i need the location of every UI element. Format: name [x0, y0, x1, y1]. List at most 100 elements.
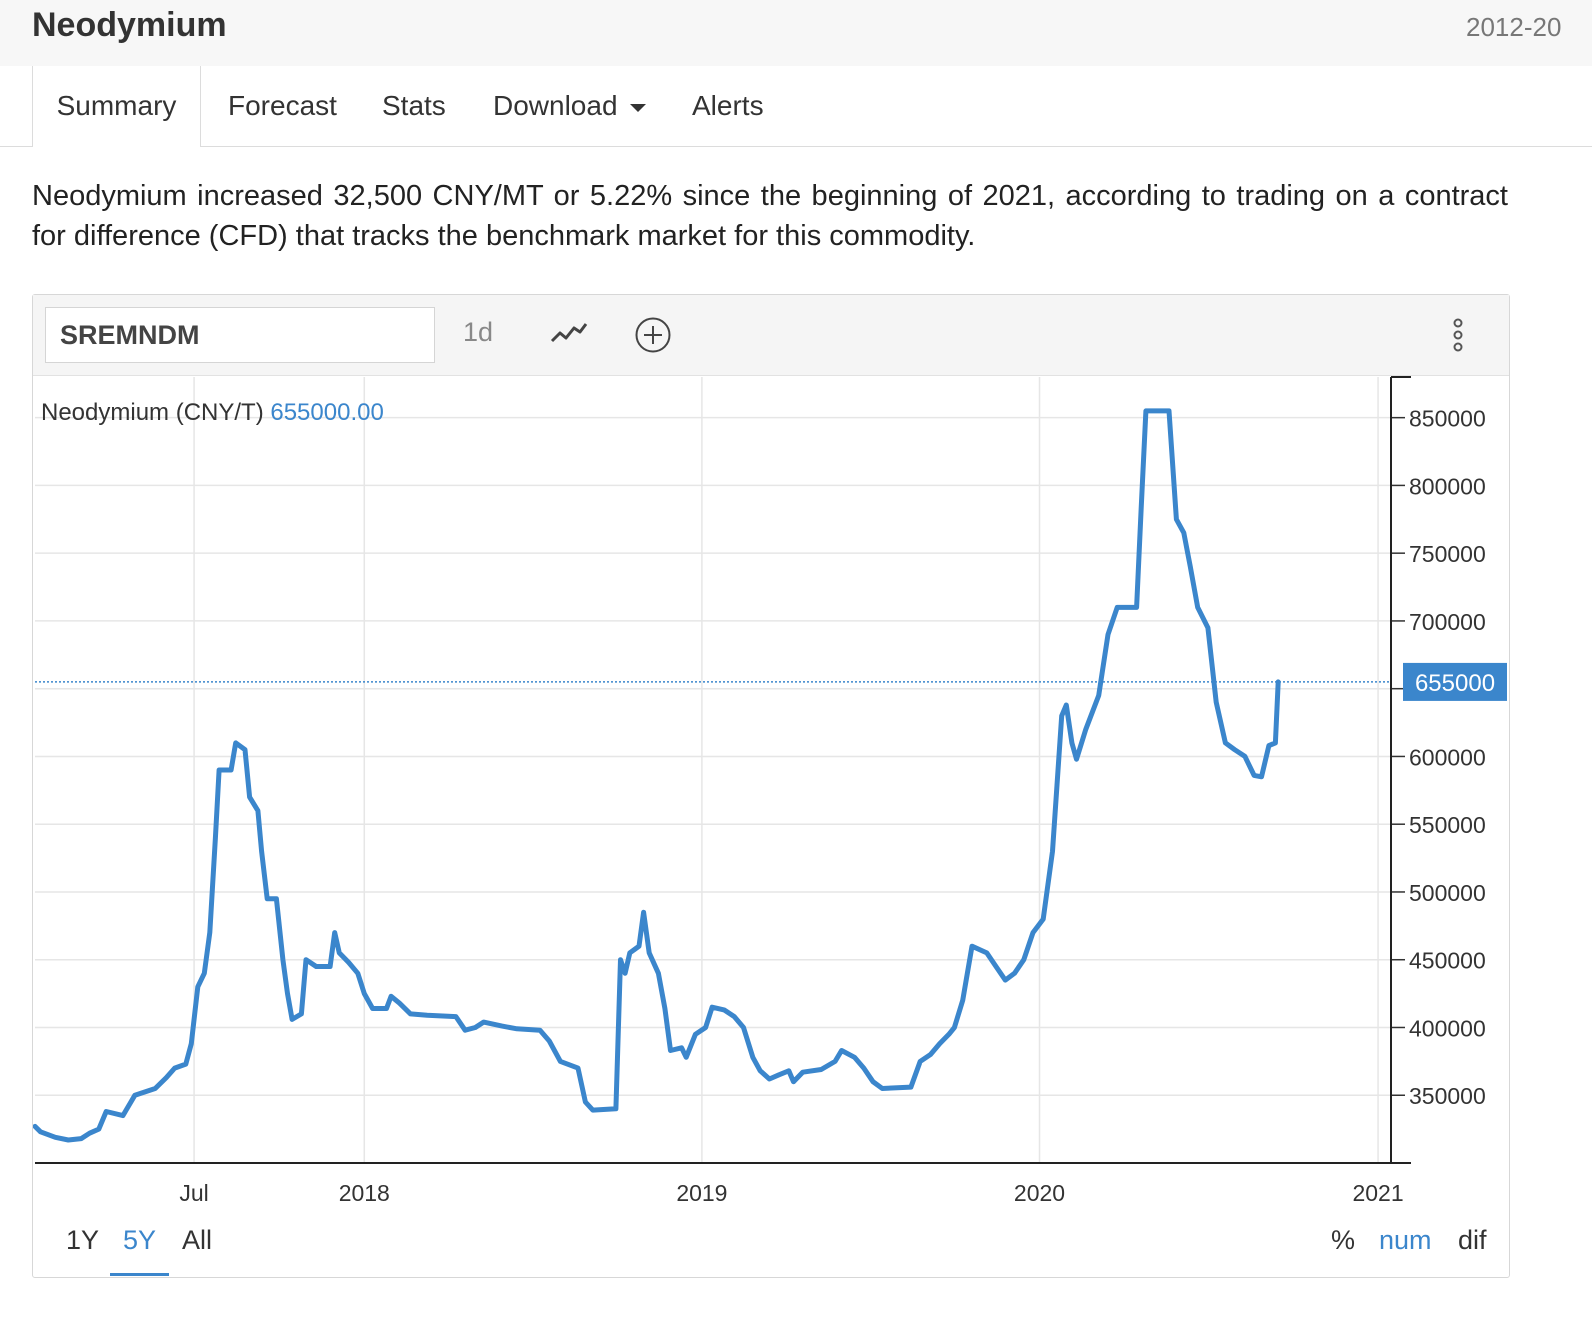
- data-point: [409, 1012, 413, 1016]
- symbol-input[interactable]: SREMNDM: [45, 307, 435, 363]
- data-point: [356, 971, 360, 975]
- data-point: [234, 741, 238, 745]
- y-tick-label: 700000: [1409, 609, 1486, 635]
- data-point: [1233, 748, 1237, 752]
- data-point: [637, 944, 641, 948]
- data-point: [1276, 680, 1280, 684]
- data-point: [722, 1008, 726, 1012]
- data-point: [1041, 917, 1045, 921]
- data-point: [473, 1025, 477, 1029]
- plus-circle-icon[interactable]: [634, 316, 672, 354]
- data-point: [133, 1093, 137, 1097]
- tab-alerts[interactable]: Alerts: [692, 66, 764, 146]
- data-point: [758, 1069, 762, 1073]
- data-point: [286, 992, 290, 996]
- line-chart-icon[interactable]: [549, 319, 589, 349]
- data-point: [389, 994, 393, 998]
- data-point: [173, 1066, 177, 1070]
- data-point: [970, 944, 974, 948]
- data-point: [1031, 931, 1035, 935]
- data-point: [1097, 693, 1101, 697]
- legend-value: 655000.00: [270, 399, 383, 426]
- tab-label: Summary: [56, 90, 177, 121]
- y-tick-label: 550000: [1409, 812, 1486, 838]
- tab-download[interactable]: Download: [493, 66, 646, 146]
- y-tick-label: 750000: [1409, 541, 1486, 567]
- data-point: [777, 1073, 781, 1077]
- active-range-indicator: [110, 1273, 169, 1276]
- tab-label: Stats: [382, 90, 446, 121]
- data-point: [362, 992, 366, 996]
- data-point: [1252, 773, 1256, 777]
- x-tick-label: 2021: [1352, 1180, 1403, 1206]
- data-point: [290, 1017, 294, 1021]
- current-value-label: 655000: [1415, 670, 1495, 697]
- range-5y-button[interactable]: 5Y: [123, 1225, 157, 1255]
- data-point: [819, 1067, 823, 1071]
- data-point: [742, 1025, 746, 1029]
- legend-series-name: Neodymium (CNY/T): [41, 399, 270, 426]
- data-point: [265, 897, 269, 901]
- data-point: [314, 965, 318, 968]
- data-point: [229, 768, 233, 772]
- tab-bar: Summary Forecast Stats Download Alerts: [0, 66, 1592, 147]
- date-range: 2012-20: [1466, 12, 1562, 42]
- data-point: [614, 1107, 618, 1111]
- data-point: [947, 1032, 951, 1036]
- tab-label: Download: [493, 90, 618, 121]
- data-point: [1214, 700, 1218, 704]
- data-point: [663, 1007, 667, 1011]
- data-point: [787, 1069, 791, 1073]
- data-point: [952, 1025, 956, 1029]
- mode-num-button[interactable]: num: [1379, 1225, 1432, 1255]
- data-point: [397, 1001, 401, 1005]
- x-tick-label: Jul: [179, 1180, 208, 1206]
- range-all-button[interactable]: All: [182, 1225, 213, 1255]
- mode-dif-button[interactable]: dif: [1458, 1225, 1487, 1255]
- data-point: [1144, 409, 1148, 413]
- data-point: [217, 768, 221, 772]
- data-point: [1106, 632, 1110, 636]
- data-point: [1139, 504, 1143, 508]
- data-point: [547, 1039, 551, 1043]
- data-point: [1174, 517, 1178, 521]
- data-point: [628, 951, 632, 955]
- data-point: [642, 910, 646, 914]
- data-point: [668, 1049, 672, 1053]
- header-bar: Neodymium 2012-20: [0, 0, 1592, 67]
- vertical-dots-icon[interactable]: [1447, 315, 1469, 355]
- data-point: [1223, 741, 1227, 745]
- data-point: [104, 1110, 108, 1114]
- y-tick-label: 850000: [1409, 406, 1486, 432]
- y-tick-label: 400000: [1409, 1015, 1486, 1041]
- tab-summary[interactable]: Summary: [32, 66, 201, 147]
- data-point: [591, 1108, 595, 1112]
- line-chart: 3500004000004500005000005500006000006500…: [33, 376, 1507, 1206]
- data-point: [558, 1059, 562, 1063]
- data-point: [164, 1076, 168, 1080]
- data-point: [1022, 958, 1026, 962]
- data-point: [961, 998, 965, 1002]
- data-point: [274, 897, 278, 901]
- data-point: [583, 1100, 587, 1104]
- interval-button[interactable]: 1d: [463, 317, 494, 347]
- data-point: [1064, 703, 1068, 707]
- data-point: [333, 931, 337, 935]
- data-point: [1243, 754, 1247, 758]
- range-1y-button[interactable]: 1Y: [66, 1225, 100, 1255]
- data-point: [751, 1055, 755, 1059]
- mode-percent-button[interactable]: %: [1331, 1225, 1356, 1255]
- data-point: [1115, 605, 1119, 609]
- data-point: [880, 1086, 884, 1090]
- data-point: [53, 1135, 57, 1139]
- y-tick-label: 350000: [1409, 1083, 1486, 1109]
- tab-stats[interactable]: Stats: [382, 66, 446, 146]
- data-point: [909, 1085, 913, 1089]
- tab-forecast[interactable]: Forecast: [228, 66, 337, 146]
- data-point: [304, 958, 308, 962]
- data-point: [371, 1007, 375, 1011]
- data-point: [184, 1062, 188, 1066]
- data-point: [425, 1013, 429, 1017]
- chart-panel: SREMNDM 1d 350000 400000 450000 500000 55000…: [32, 294, 1510, 1278]
- data-point: [33, 1124, 37, 1128]
